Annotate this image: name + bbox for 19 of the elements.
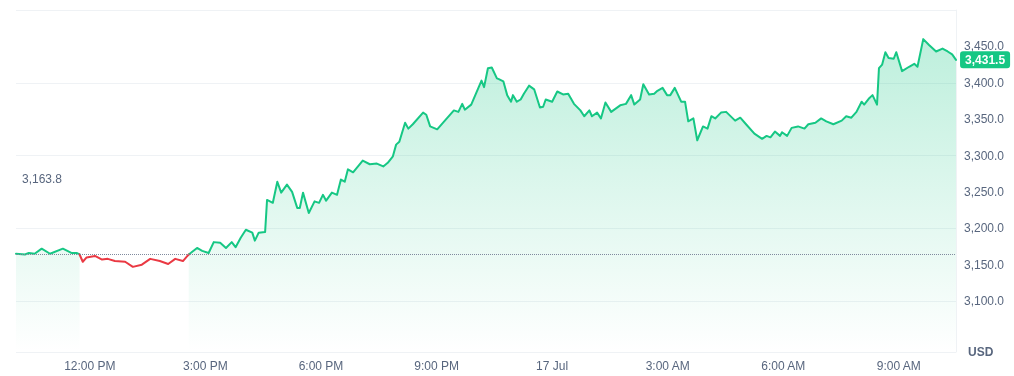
y-tick-label: 3,150.0 [964,257,1005,272]
y-axis-title: USD [968,345,994,359]
y-tick-label: 3,300.0 [964,148,1005,163]
x-tick-label: 12:00 PM [64,359,116,373]
x-tick-label: 9:00 PM [414,359,459,373]
y-tick-label: 3,450.0 [964,39,1005,54]
x-tick-label: 6:00 AM [761,359,806,373]
x-tick-label: 9:00 AM [876,359,921,373]
ref-line-label: 3,163.8 [22,171,63,186]
x-tick-label: 17 Jul [536,359,569,373]
y-tick-label: 3,100.0 [964,294,1005,309]
annotation: 3,431.5 [965,52,1006,67]
x-tick-label: 3:00 PM [183,359,228,373]
y-tick-label: 3,200.0 [964,221,1005,236]
y-tick-label: 3,250.0 [964,184,1005,199]
y-tick-label: 3,350.0 [964,112,1005,127]
x-tick-label: 3:00 AM [645,359,690,373]
x-tick-label: 6:00 PM [298,359,344,373]
y-tick-label: 3,400.0 [964,75,1005,90]
